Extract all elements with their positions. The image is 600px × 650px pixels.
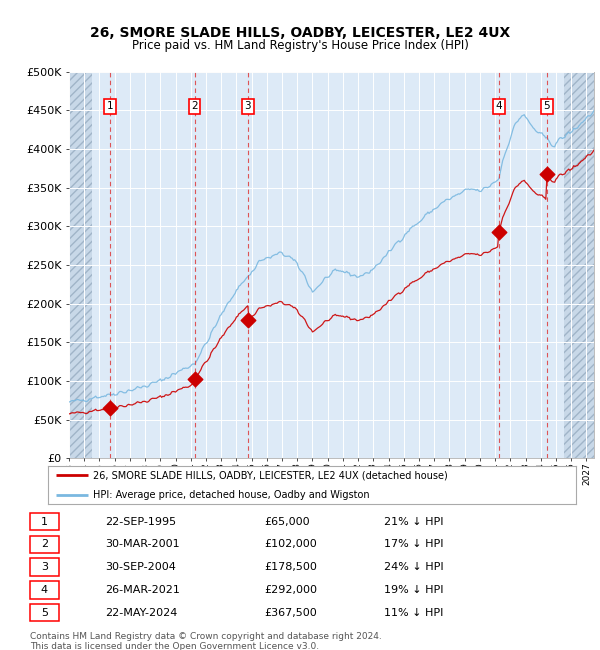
Text: £178,500: £178,500 (264, 562, 317, 572)
Text: £367,500: £367,500 (264, 608, 317, 617)
Text: £65,000: £65,000 (264, 517, 310, 526)
Text: 17% ↓ HPI: 17% ↓ HPI (384, 540, 443, 549)
Text: 26-MAR-2021: 26-MAR-2021 (105, 585, 180, 595)
Text: 22-SEP-1995: 22-SEP-1995 (105, 517, 176, 526)
Text: £292,000: £292,000 (264, 585, 317, 595)
Text: This data is licensed under the Open Government Licence v3.0.: This data is licensed under the Open Gov… (30, 642, 319, 650)
Text: 30-MAR-2001: 30-MAR-2001 (105, 540, 179, 549)
Text: 5: 5 (544, 101, 550, 111)
Point (243, 315, 253, 326)
FancyBboxPatch shape (30, 581, 59, 599)
Text: 19% ↓ HPI: 19% ↓ HPI (384, 585, 443, 595)
Text: 5: 5 (41, 608, 48, 617)
Text: 4: 4 (41, 585, 48, 595)
Point (542, 169, 551, 179)
Text: 11% ↓ HPI: 11% ↓ HPI (384, 608, 443, 617)
FancyBboxPatch shape (30, 604, 59, 621)
Text: £102,000: £102,000 (264, 540, 317, 549)
FancyBboxPatch shape (30, 536, 59, 553)
Text: 1: 1 (107, 101, 114, 111)
Point (494, 227, 503, 238)
Text: 4: 4 (495, 101, 502, 111)
Point (106, 403, 115, 413)
Text: 26, SMORE SLADE HILLS, OADBY, LEICESTER, LE2 4UX: 26, SMORE SLADE HILLS, OADBY, LEICESTER,… (90, 26, 510, 40)
FancyBboxPatch shape (30, 513, 59, 530)
Bar (563, 72, 594, 458)
Text: HPI: Average price, detached house, Oadby and Wigston: HPI: Average price, detached house, Oadb… (93, 491, 370, 500)
Bar (69, 72, 92, 458)
Text: Contains HM Land Registry data © Crown copyright and database right 2024.: Contains HM Land Registry data © Crown c… (30, 632, 382, 641)
Text: 26, SMORE SLADE HILLS, OADBY, LEICESTER, LE2 4UX (detached house): 26, SMORE SLADE HILLS, OADBY, LEICESTER,… (93, 471, 448, 480)
Text: 22-MAY-2024: 22-MAY-2024 (105, 608, 178, 617)
Text: Price paid vs. HM Land Registry's House Price Index (HPI): Price paid vs. HM Land Registry's House … (131, 39, 469, 52)
Text: 21% ↓ HPI: 21% ↓ HPI (384, 517, 443, 526)
Text: 1: 1 (41, 517, 48, 526)
Text: 30-SEP-2004: 30-SEP-2004 (105, 562, 176, 572)
Point (190, 374, 199, 385)
Text: 3: 3 (41, 562, 48, 572)
Text: 24% ↓ HPI: 24% ↓ HPI (384, 562, 443, 572)
Text: 2: 2 (41, 540, 48, 549)
Text: 2: 2 (191, 101, 198, 111)
FancyBboxPatch shape (30, 558, 59, 576)
Text: 3: 3 (244, 101, 251, 111)
